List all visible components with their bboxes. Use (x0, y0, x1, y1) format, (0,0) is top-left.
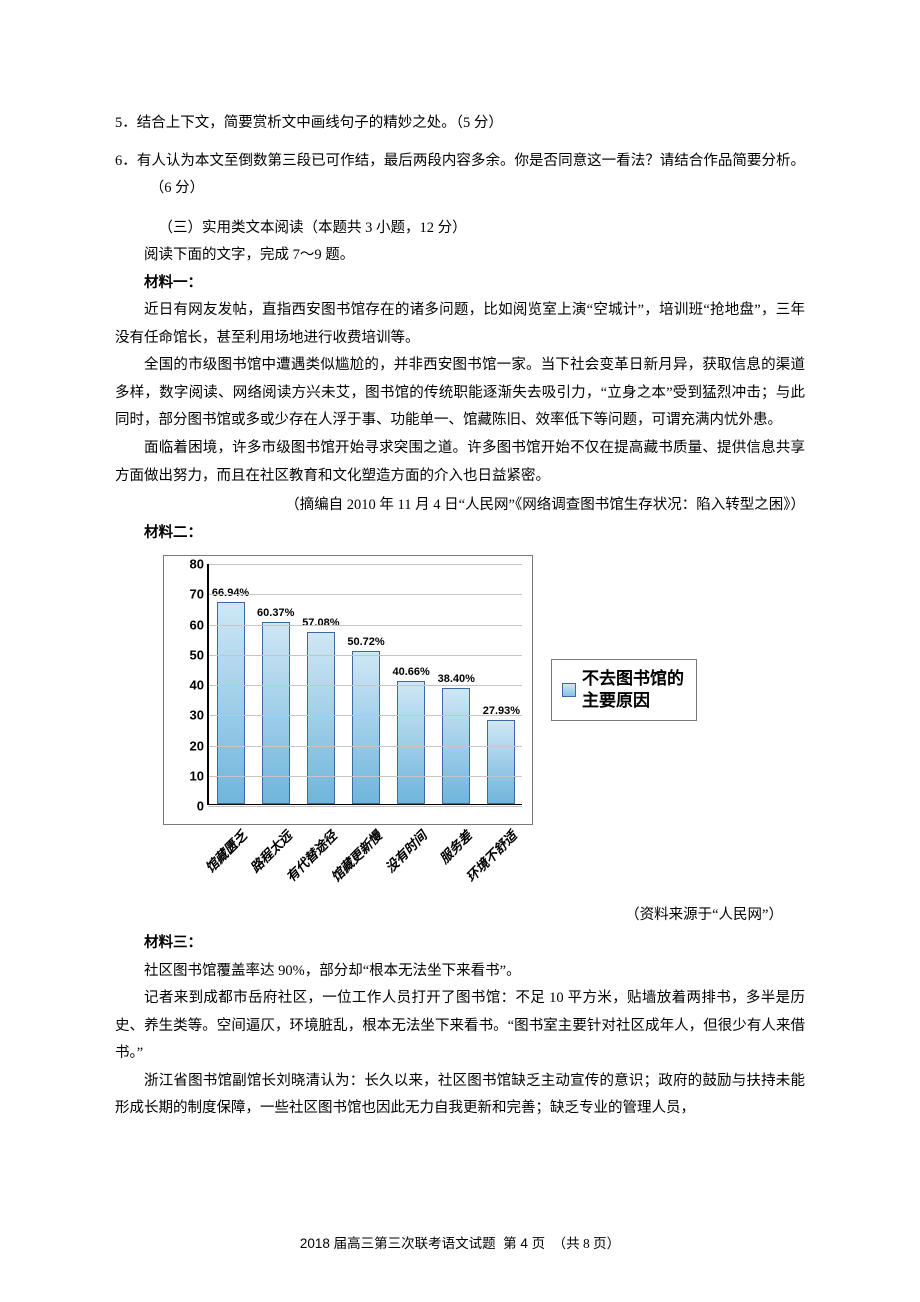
bar (487, 720, 515, 804)
y-tick-label: 40 (164, 678, 204, 693)
bar-value-label: 40.66% (392, 666, 429, 678)
y-tick-label: 0 (164, 799, 204, 814)
material-1-title: 材料一： (115, 270, 805, 298)
material-3-para: 社区图书馆覆盖率达 90%，部分却“根本无法坐下来看书”。 (115, 958, 805, 986)
chart-row: 66.94%60.37%57.08%50.72%40.66%38.40%27.9… (163, 555, 783, 825)
question-text: 有人认为本文至倒数第三段已可作结，最后两段内容多余。你是否同意这一看法？请结合作… (137, 153, 805, 197)
bar-value-label: 57.08% (302, 617, 339, 629)
material-1-para: 面临着困境，许多市级图书馆开始寻求突围之道。许多图书馆开始不仅在提高藏书质量、提… (115, 435, 805, 490)
x-category-label: 没有时间 (380, 826, 430, 876)
y-tick-label: 70 (164, 587, 204, 602)
material-1-source: （摘编自 2010 年 11 月 4 日“人民网”《网络调查图书馆生存状况：陷入… (115, 492, 805, 520)
question-5: 5．结合上下文，简要赏析文中画线句子的精妙之处。（5 分） (115, 110, 805, 138)
page-footer: 2018 届高三第三次联考语文试题 第 4 页 （共 8 页） (0, 1232, 920, 1252)
plot-area: 66.94%60.37%57.08%50.72%40.66%38.40%27.9… (208, 564, 522, 804)
y-tick-label: 50 (164, 647, 204, 662)
x-labels: 馆藏匮乏路程太远有代替途径馆藏更新慢没有时间服务差环境不舒适 (208, 824, 522, 914)
material-2-title: 材料二： (115, 520, 805, 548)
bar-value-label: 66.94% (212, 587, 249, 599)
grid-line (208, 564, 522, 565)
section-3-title: （三）实用类文本阅读（本题共 3 小题，12 分） (115, 215, 805, 243)
chart-legend: 不去图书馆的主要原因 (551, 659, 697, 721)
footer-page: 第 4 页 (503, 1236, 545, 1251)
material-3-para: 浙江省图书馆副馆长刘晓清认为：长久以来，社区图书馆缺乏主动宣传的意识；政府的鼓励… (115, 1068, 805, 1123)
y-tick-label: 20 (164, 738, 204, 753)
legend-swatch (562, 683, 576, 697)
grid-line (208, 746, 522, 747)
question-number: 6． (115, 153, 137, 169)
y-axis (207, 564, 209, 805)
exam-page: 5．结合上下文，简要赏析文中画线句子的精妙之处。（5 分） 6．有人认为本文至倒… (0, 0, 920, 1302)
bar-value-label: 50.72% (347, 636, 384, 648)
x-category-label: 服务差 (435, 826, 476, 867)
grid-line (208, 776, 522, 777)
grid-line (208, 625, 522, 626)
grid-line (208, 715, 522, 716)
question-number: 5． (115, 115, 137, 131)
y-tick-label: 80 (164, 557, 204, 572)
question-text: 结合上下文，简要赏析文中画线句子的精妙之处。（5 分） (137, 115, 503, 131)
bar-value-label: 60.37% (257, 607, 294, 619)
y-tick-label: 60 (164, 617, 204, 632)
y-tick-label: 10 (164, 768, 204, 783)
bar-value-label: 38.40% (438, 673, 475, 685)
material-3-title: 材料三： (115, 930, 805, 958)
material-1-para: 全国的市级图书馆中遭遇类似尴尬的，并非西安图书馆一家。当下社会变革日新月异，获取… (115, 352, 805, 435)
grid-line (208, 685, 522, 686)
grid-line (208, 806, 522, 807)
footer-title: 2018 届高三第三次联考语文试题 (300, 1236, 496, 1251)
bar-chart: 66.94%60.37%57.08%50.72%40.66%38.40%27.9… (163, 555, 533, 825)
chart-wrap: 66.94%60.37%57.08%50.72%40.66%38.40%27.9… (163, 555, 783, 924)
bar (307, 632, 335, 805)
bars-holder: 66.94%60.37%57.08%50.72%40.66%38.40%27.9… (208, 564, 522, 804)
bar (217, 602, 245, 804)
section-3-instruction: 阅读下面的文字，完成 7～9 题。 (115, 242, 805, 270)
grid-line (208, 655, 522, 656)
x-axis (208, 804, 522, 806)
y-tick-label: 30 (164, 708, 204, 723)
bar (352, 651, 380, 804)
footer-total: （共 8 页） (553, 1236, 621, 1251)
question-6: 6．有人认为本文至倒数第三段已可作结，最后两段内容多余。你是否同意这一看法？请结… (150, 148, 805, 203)
grid-line (208, 594, 522, 595)
x-category-label: 馆藏匮乏 (200, 826, 250, 876)
bar (397, 681, 425, 804)
legend-text: 不去图书馆的主要原因 (582, 668, 684, 712)
material-3-para: 记者来到成都市岳府社区，一位工作人员打开了图书馆：不足 10 平方米，贴墙放着两… (115, 985, 805, 1068)
material-1-para: 近日有网友发帖，直指西安图书馆存在的诸多问题，比如阅览室上演“空城计”，培训班“… (115, 297, 805, 352)
